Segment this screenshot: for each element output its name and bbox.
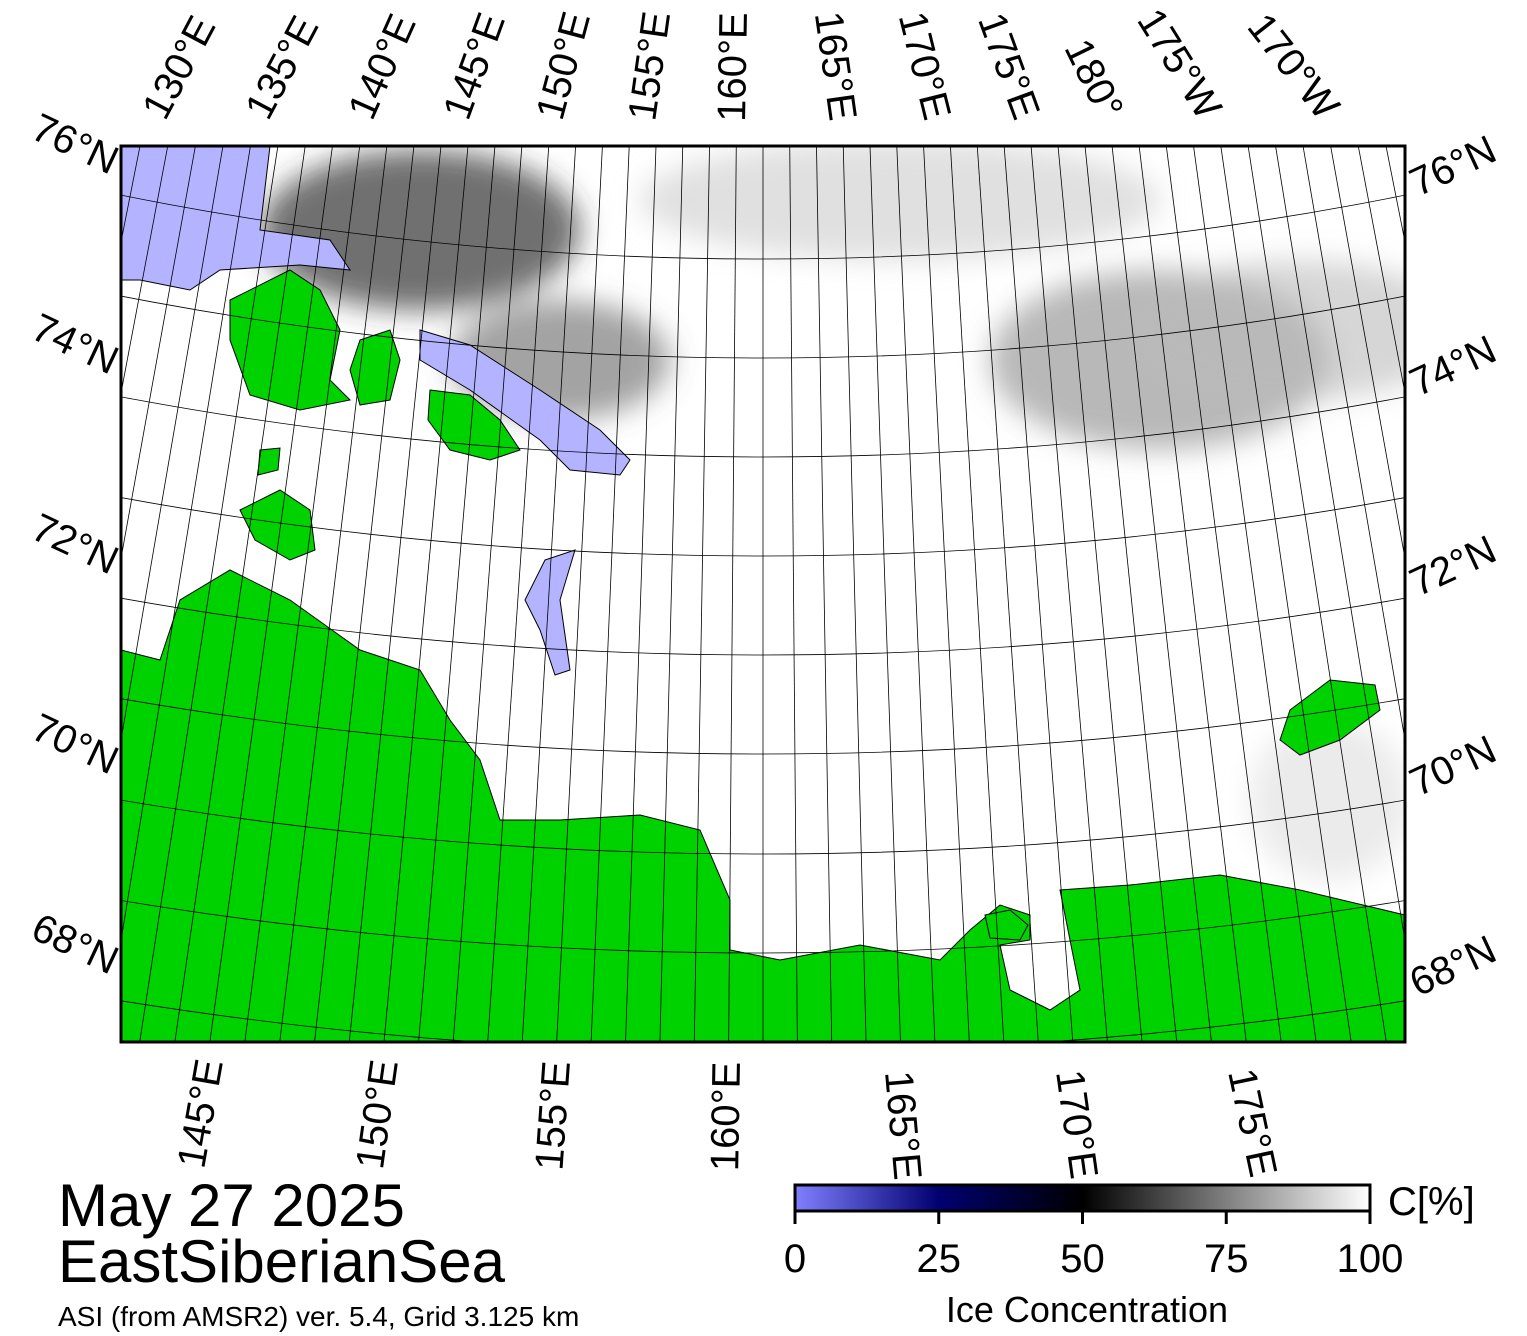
colorbar-label: Ice Concentration [946, 1289, 1228, 1330]
graticule [121, 146, 1405, 1042]
meridian [869, 146, 901, 1042]
meridian [950, 146, 1005, 1042]
meridian [976, 146, 1039, 1042]
colorbar-tick-label: 75 [1204, 1237, 1249, 1281]
meridian [1193, 146, 1317, 1042]
meridian [452, 146, 523, 1042]
meridian [487, 146, 550, 1042]
lon-label: 160°E [710, 12, 756, 122]
meridian [625, 146, 657, 1042]
meridian [693, 146, 710, 1042]
meridian [174, 146, 306, 1042]
lat-label: 68°N [25, 906, 125, 984]
meridian [1003, 146, 1074, 1042]
meridian [121, 146, 251, 944]
lon-label: 175°E [1219, 1065, 1285, 1181]
meridian [1111, 146, 1212, 1042]
meridian [789, 146, 798, 1042]
colorbar [793, 1183, 1372, 1213]
lon-label: 155°E [527, 1060, 579, 1172]
meridian [659, 146, 684, 1042]
meridian [1030, 146, 1108, 1042]
lat-label: 76°N [25, 106, 125, 184]
lat-label: 76°N [1403, 128, 1503, 206]
meridian [383, 146, 469, 1042]
lon-label: 165°E [806, 9, 865, 123]
lon-label: 135°E [237, 9, 327, 126]
lon-label: 140°E [340, 8, 425, 126]
meridian [923, 146, 970, 1042]
lat-label: 70°N [25, 706, 125, 784]
meridian [896, 146, 936, 1042]
lat-label: 74°N [25, 306, 125, 384]
meridian [1275, 146, 1405, 944]
colorbar-tick-label: 50 [1060, 1237, 1105, 1281]
meridian [418, 146, 496, 1042]
meridian [209, 146, 333, 1042]
meridian [816, 146, 833, 1042]
meridian [244, 146, 361, 1042]
lon-label: 170°E [1047, 1067, 1106, 1181]
meridian [556, 146, 603, 1042]
meridian [1138, 146, 1247, 1042]
meridian [1330, 146, 1405, 561]
meridian [728, 146, 737, 1042]
sea-ice-low [121, 146, 631, 676]
colorbar-tick-label: 0 [784, 1237, 806, 1281]
colorbar-tick-label: 25 [917, 1237, 962, 1281]
meridian [1084, 146, 1178, 1042]
lat-label: 70°N [1403, 728, 1503, 806]
source: ASI (from AMSR2) ver. 5.4, Grid 3.125 km [58, 1301, 579, 1332]
meridian [139, 146, 279, 1042]
meridian [1057, 146, 1143, 1042]
meridian [121, 146, 196, 561]
lat-label: 68°N [1403, 928, 1503, 1006]
meridian [1165, 146, 1282, 1042]
lat-label: 72°N [1403, 528, 1503, 606]
meridian [521, 146, 576, 1042]
meridian [121, 146, 224, 743]
lon-label: 175°W [1129, 1, 1230, 127]
lat-label: 74°N [1403, 328, 1503, 406]
meridian [314, 146, 415, 1042]
lon-label: 150°E [528, 7, 599, 124]
lon-label: 145°E [170, 1056, 232, 1171]
meridian [1247, 146, 1387, 1042]
lon-label: 170°W [1239, 5, 1348, 127]
date: May 27 2025 [58, 1172, 405, 1239]
lon-label: 160°E [703, 1061, 749, 1171]
lon-label: 180° [1056, 32, 1132, 126]
map-area [121, 146, 1405, 1042]
meridian [590, 146, 630, 1042]
lon-label: 165°E [876, 1069, 929, 1182]
lon-label: 170°E [890, 7, 959, 124]
meridian [842, 146, 867, 1042]
lon-label: 175°E [969, 7, 1048, 125]
region: EastSiberianSea [58, 1228, 506, 1295]
colorbar-unit: C[%] [1388, 1180, 1475, 1224]
meridian [279, 146, 388, 1042]
lon-label: 145°E [435, 7, 514, 125]
lat-label: 72°N [25, 506, 125, 584]
colorbar-tick-label: 100 [1337, 1237, 1404, 1281]
meridian [1220, 146, 1352, 1042]
map-frame [119, 144, 1407, 1044]
lon-label: 130°E [134, 9, 224, 126]
lon-label: 155°E [620, 9, 679, 123]
meridian [348, 146, 442, 1042]
meridian [1302, 146, 1405, 743]
lon-label: 150°E [348, 1057, 407, 1171]
